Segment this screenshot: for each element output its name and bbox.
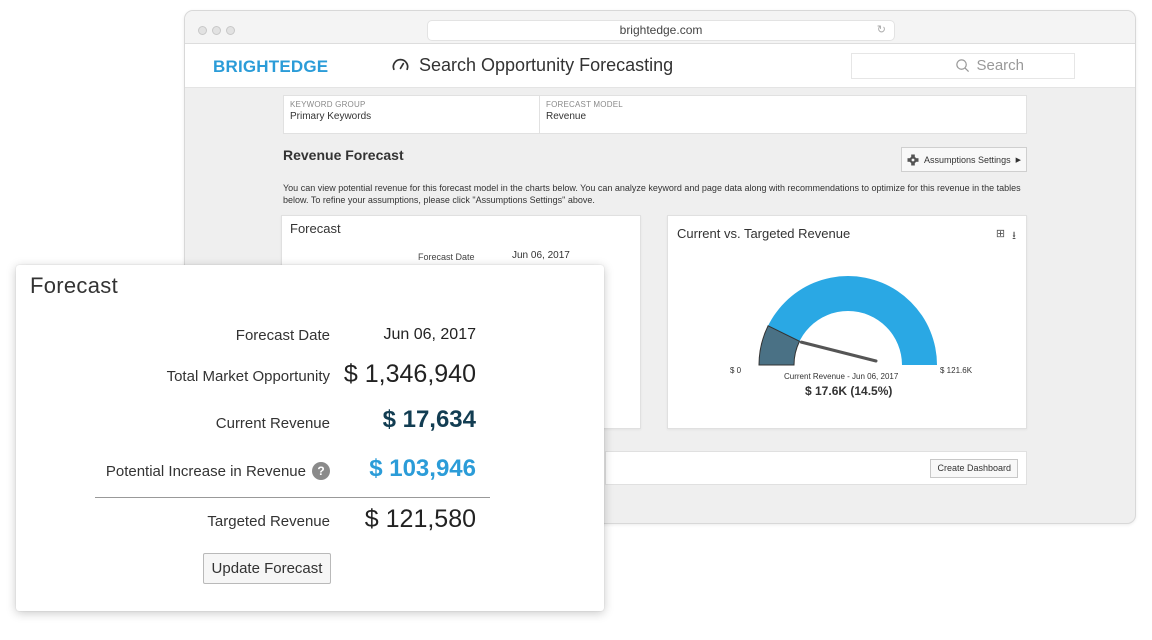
forecast-model-selector[interactable]: FORECAST MODEL Revenue	[540, 96, 1026, 133]
gauge-current-outline	[758, 325, 801, 366]
total-market-opportunity-value: $ 1,346,940	[343, 360, 476, 388]
current-vs-targeted-title: Current vs. Targeted Revenue	[677, 226, 851, 241]
address-bar-url: brightedge.com	[619, 23, 703, 37]
maximize-window-button[interactable]	[226, 26, 235, 35]
assumptions-settings-label: Assumptions Settings	[924, 154, 1011, 165]
divider	[95, 497, 490, 498]
forecast-overlay-card: Forecast Forecast Date Jun 06, 2017 Tota…	[16, 265, 604, 611]
card-actions: ⊞ ⭳	[996, 227, 1016, 246]
targeted-revenue-value: $ 121,580	[364, 505, 476, 533]
gauge-current-arc	[759, 325, 800, 365]
assumptions-settings-button[interactable]: Assumptions Settings ▶	[901, 147, 1027, 172]
potential-increase-row: Potential Increase in Revenue ?	[106, 462, 330, 480]
search-inner: Search	[955, 57, 1024, 74]
caret-right-icon: ▶	[1015, 156, 1021, 164]
keyword-group-label: KEYWORD GROUP	[290, 100, 366, 109]
current-revenue-value: $ 17,634	[382, 406, 476, 433]
gauge-min-label: $ 0	[730, 366, 742, 375]
browser-titlebar: brightedge.com ↻	[185, 11, 1135, 44]
section-description: You can view potential revenue for this …	[283, 183, 1021, 205]
gauge-max-label: $ 121.6K	[940, 366, 973, 375]
minimize-window-button[interactable]	[212, 26, 221, 35]
help-icon[interactable]: ?	[312, 462, 330, 480]
forecast-date-label: Forecast Date	[418, 252, 475, 262]
overlay-forecast-date-value: Jun 06, 2017	[383, 326, 476, 343]
potential-increase-label: Potential Increase in Revenue	[105, 462, 306, 480]
gauge-icon	[392, 58, 409, 71]
gauge-current-value: $ 17.6K (14.5%)	[805, 384, 893, 398]
forecast-model-value: Revenue	[546, 111, 587, 122]
search-placeholder: Search	[976, 57, 1024, 74]
reload-icon[interactable]: ↻	[876, 24, 886, 36]
window-controls	[198, 26, 235, 35]
page-title: Search Opportunity Forecasting	[391, 55, 673, 76]
revenue-gauge	[758, 276, 937, 366]
current-vs-targeted-card: Current vs. Targeted Revenue ⊞ ⭳ $ 0 $ 1…	[667, 215, 1027, 429]
search-icon	[956, 59, 970, 73]
potential-increase-value: $ 103,946	[369, 455, 476, 482]
forecast-overlay-title: Forecast	[30, 273, 118, 298]
address-bar[interactable]: brightedge.com ↻	[427, 20, 895, 41]
brightedge-logo[interactable]: BRIGHTEDGE	[213, 57, 329, 76]
app-header: BRIGHTEDGE Search Opportunity Forecastin…	[185, 44, 1135, 88]
gauge-target-arc	[759, 276, 937, 365]
keyword-group-value: Primary Keywords	[290, 111, 372, 122]
forecast-date-value: Jun 06, 2017	[512, 250, 570, 261]
forecast-card-title: Forecast	[290, 221, 341, 236]
search-input[interactable]: Search	[851, 53, 1075, 79]
add-to-dashboard-icon[interactable]: ⊞	[995, 228, 1006, 240]
forecast-model-label: FORECAST MODEL	[546, 100, 623, 109]
section-title: Revenue Forecast	[283, 147, 404, 163]
update-forecast-button[interactable]: Update Forecast	[203, 553, 331, 584]
create-dashboard-button[interactable]: Create Dashboard	[930, 459, 1018, 478]
targeted-revenue-label: Targeted Revenue	[207, 513, 330, 530]
overlay-forecast-date-label: Forecast Date	[235, 327, 330, 344]
page-title-text: Search Opportunity Forecasting	[419, 55, 674, 75]
forecast-selectors: KEYWORD GROUP Primary Keywords FORECAST …	[283, 95, 1027, 134]
gear-icon	[907, 154, 919, 165]
gauge-needle	[799, 340, 878, 363]
current-revenue-label: Current Revenue	[215, 415, 330, 432]
dashboard-strip: Create Dashboard	[605, 451, 1027, 485]
keyword-group-selector[interactable]: KEYWORD GROUP Primary Keywords	[284, 96, 540, 133]
close-window-button[interactable]	[198, 26, 207, 35]
download-icon[interactable]: ⭳	[1012, 230, 1016, 242]
gauge-current-label: Current Revenue - Jun 06, 2017	[784, 372, 899, 381]
total-market-opportunity-label: Total Market Opportunity	[166, 368, 330, 385]
